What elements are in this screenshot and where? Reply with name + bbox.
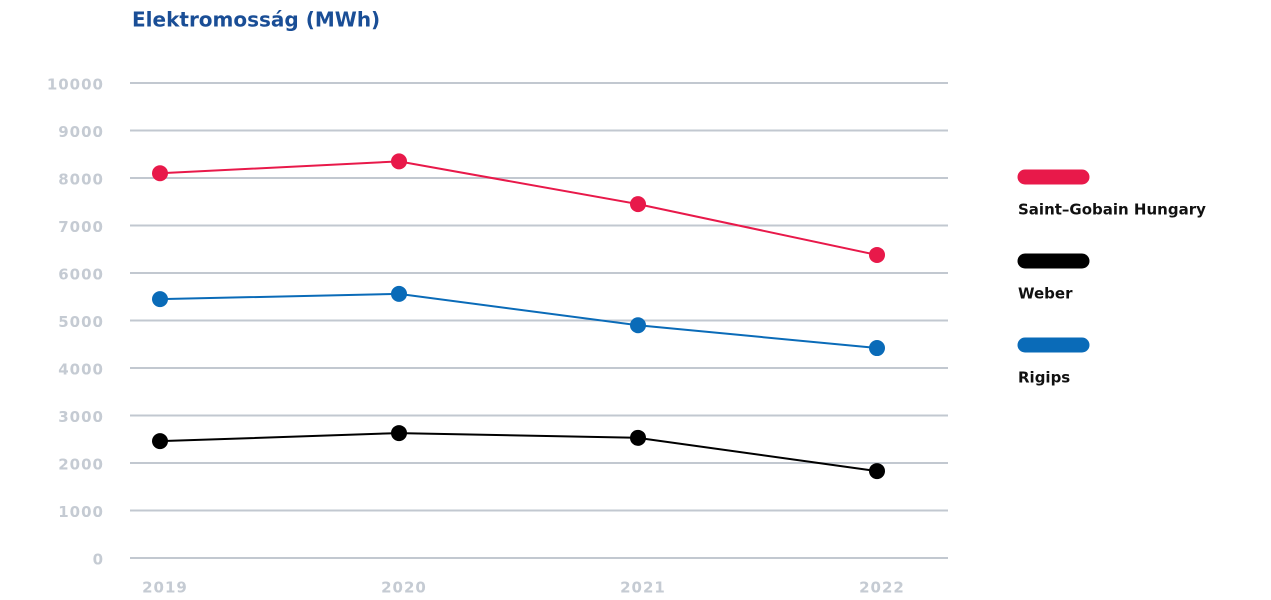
x-tick-label: 2022 xyxy=(859,579,905,597)
x-tick-label: 2020 xyxy=(381,579,427,597)
y-tick-label: 4000 xyxy=(58,361,104,379)
y-tick-label: 5000 xyxy=(58,313,104,331)
data-point xyxy=(869,246,885,263)
y-tick-label: 2000 xyxy=(58,456,104,474)
y-tick-label: 0 xyxy=(93,551,104,569)
x-tick-label: 2019 xyxy=(142,579,188,597)
legend-label: Saint–Gobain Hungary xyxy=(1018,201,1206,219)
data-point xyxy=(869,340,885,357)
x-tick-label: 2021 xyxy=(620,579,666,597)
series-line xyxy=(159,160,878,256)
data-point xyxy=(869,463,885,480)
legend-label: Weber xyxy=(1018,285,1073,303)
y-tick-label: 7000 xyxy=(58,218,104,236)
chart-title: Elektromosság (MWh) xyxy=(132,8,380,32)
series-line xyxy=(159,292,878,350)
data-point xyxy=(152,433,168,450)
legend-label: Rigips xyxy=(1018,369,1070,387)
data-point xyxy=(630,429,646,446)
y-tick-label: 3000 xyxy=(58,408,104,426)
data-point xyxy=(630,317,646,334)
data-point xyxy=(391,425,407,442)
y-tick-label: 10000 xyxy=(47,76,104,94)
data-point xyxy=(152,165,168,182)
data-point xyxy=(630,196,646,213)
y-tick-label: 8000 xyxy=(58,171,104,189)
data-point xyxy=(391,285,407,302)
y-tick-label: 6000 xyxy=(58,266,104,284)
y-tick-label: 9000 xyxy=(58,123,104,141)
data-point xyxy=(391,153,407,170)
data-point xyxy=(152,291,168,308)
series-line xyxy=(159,432,878,473)
y-tick-label: 1000 xyxy=(58,503,104,521)
